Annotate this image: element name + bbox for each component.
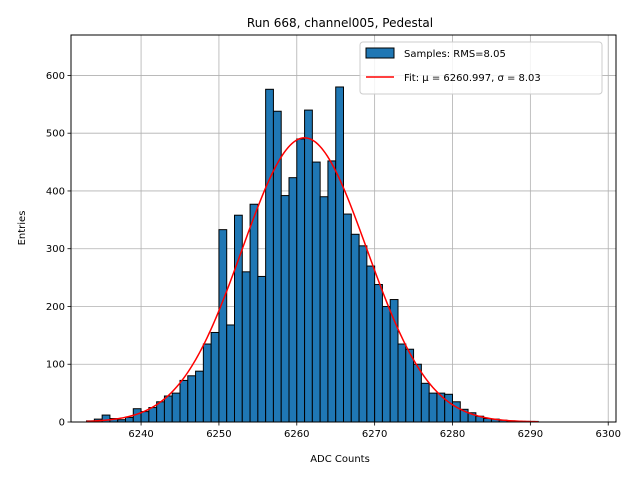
histogram-bar [311,161,321,423]
histogram-bar [257,275,267,423]
y-tick-label: 600 [46,71,65,82]
y-axis-ticks: 0 100 200 300 400 500 600 [46,71,71,429]
histogram-bar [218,229,228,423]
histogram-bar [343,213,352,423]
legend: Samples: RMS=8.05 Fit: μ = 6260.997, σ =… [359,41,603,95]
y-tick-label: 400 [46,186,65,197]
legend-label-samples: Samples: RMS=8.05 [404,49,506,60]
histogram-bar [156,401,165,423]
histogram-bar [234,214,243,423]
histogram-bar [202,343,212,423]
x-tick-label: 6290 [518,429,543,440]
histogram-bar [195,370,204,423]
histogram-bar [366,265,376,423]
histogram-bar [148,407,158,423]
histogram-bar [420,382,430,423]
histogram-bar [327,160,337,423]
histogram-bar [413,363,422,423]
y-axis-label: Entries [17,211,28,246]
histogram-bar [140,411,150,423]
y-tick-label: 0 [59,418,65,429]
histogram-bar [280,195,290,423]
x-tick-label: 6280 [440,429,465,440]
histogram-bar [249,203,259,423]
histogram-bar [381,305,391,423]
histogram-bar [179,379,189,423]
plot-frame [70,34,617,423]
histogram-bar [374,284,383,423]
histogram-bars [86,86,539,423]
histogram-bar [210,331,220,423]
histogram-bar [171,392,181,423]
legend-box [359,41,603,95]
histogram-bar [335,86,345,423]
x-tick-label: 6300 [595,429,620,440]
gaussian-fit-line [86,137,539,423]
legend-label-fit: Fit: μ = 6260.997, σ = 8.03 [404,73,541,84]
histogram-bar [226,324,235,423]
y-tick-label: 100 [46,360,65,371]
histogram-bar [304,109,313,423]
histogram-bar [187,375,197,423]
histogram-bar [125,416,134,423]
histogram-bar [428,392,438,423]
x-tick-label: 6260 [284,429,309,440]
histogram-bar [288,177,298,423]
histogram-bar [397,343,407,423]
x-tick-label: 6250 [206,429,231,440]
x-tick-label: 6270 [362,429,387,440]
y-tick-label: 300 [46,244,65,255]
histogram-bar [296,138,306,423]
histogram-bar [319,196,329,423]
histogram-bar [350,233,360,423]
x-tick-label: 6240 [128,429,153,440]
legend-swatch-samples [365,47,395,59]
histogram-bar [265,88,274,423]
x-axis-ticks: 6240 6250 6260 6270 6280 6290 6300 [128,422,621,440]
chart-title: Run 668, channel005, Pedestal [247,16,433,30]
histogram-bar [358,245,368,423]
y-tick-label: 200 [46,302,65,313]
histogram-bar [389,299,399,423]
x-axis-label: ADC Counts [310,454,370,465]
histogram-bar [444,393,454,423]
histogram-bar [405,348,415,423]
histogram-bar [163,395,173,423]
y-tick-label: 500 [46,129,65,140]
histogram-bar [241,271,251,423]
